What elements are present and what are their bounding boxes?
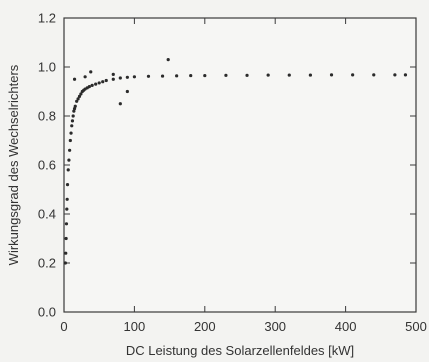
data-point	[132, 75, 136, 79]
data-point	[189, 73, 193, 78]
data-point	[308, 73, 312, 77]
data-point	[160, 74, 165, 78]
data-point	[73, 104, 77, 108]
data-point	[65, 207, 69, 211]
data-point	[90, 83, 94, 87]
data-point	[65, 183, 70, 187]
outlier-point	[166, 58, 170, 62]
data-point	[71, 114, 75, 118]
data-point	[224, 73, 228, 77]
y-tick-label: 1.0	[38, 60, 56, 75]
data-point	[175, 74, 179, 78]
data-point	[146, 74, 151, 78]
data-point	[64, 251, 68, 255]
data-point	[76, 97, 80, 101]
outlier-point	[111, 72, 115, 76]
x-tick-label: 500	[405, 319, 427, 334]
data-point	[118, 76, 122, 80]
data-point	[287, 73, 291, 77]
data-point	[77, 94, 82, 98]
y-tick-label: 1.2	[38, 11, 56, 26]
data-point	[329, 73, 334, 77]
data-point	[65, 197, 69, 201]
x-tick-label: 300	[264, 319, 286, 334]
x-tick-label: 400	[335, 319, 357, 334]
data-point	[79, 92, 83, 96]
data-point	[125, 75, 129, 79]
x-axis-label: DC Leistung des Solarzellenfeldes [kW]	[126, 343, 354, 358]
outlier-point	[125, 89, 129, 94]
data-point	[64, 236, 68, 241]
axis-ticks: 0 100 200 300 400 500 0.0 0.2 0.4 0.6 0.8 1.0 1.2	[38, 11, 427, 335]
data-point	[70, 124, 74, 128]
data-point	[68, 138, 72, 143]
data-point	[245, 73, 249, 77]
y-tick-label: 0.2	[38, 256, 56, 271]
x-tick-label: 200	[194, 319, 216, 334]
data-point	[64, 222, 69, 226]
outlier-point	[83, 75, 87, 79]
data-point	[70, 119, 75, 123]
data-point	[72, 109, 76, 113]
y-axis-label: Wirkungsgrad des Wechselrichters	[6, 64, 21, 265]
data-point	[104, 78, 108, 83]
data-point	[87, 85, 91, 89]
data-point	[75, 99, 79, 103]
data-point	[372, 73, 376, 77]
data-point	[266, 73, 270, 77]
data-point	[63, 261, 68, 265]
data-point	[203, 73, 207, 78]
data-point	[393, 73, 397, 77]
y-tick-label: 0.4	[38, 207, 56, 222]
outlier-point	[118, 102, 122, 106]
data-point	[94, 82, 98, 86]
data-point	[67, 158, 71, 162]
data-point	[351, 73, 355, 77]
plot-area-frame	[63, 17, 417, 313]
y-tick-label: 0.0	[38, 305, 56, 320]
data-point	[66, 168, 70, 172]
data-point	[69, 131, 73, 135]
y-tick-label: 0.6	[38, 158, 56, 173]
y-tick-label: 0.8	[38, 109, 56, 124]
x-tick-label: 100	[124, 319, 146, 334]
data-point	[101, 80, 105, 84]
data-point	[97, 81, 101, 85]
data-point	[111, 77, 115, 81]
x-tick-label: 0	[60, 319, 67, 334]
outlier-point	[72, 77, 77, 81]
outlier-point	[89, 70, 93, 74]
data-point	[68, 148, 72, 152]
data-point	[72, 107, 77, 111]
data-points	[63, 58, 408, 265]
data-point	[403, 73, 408, 77]
